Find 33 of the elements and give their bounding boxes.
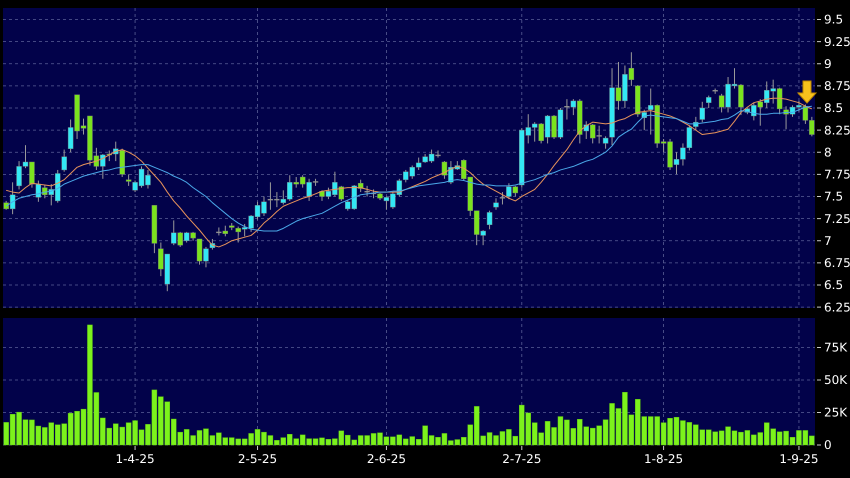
candlestick (364, 185, 370, 197)
candlestick (700, 101, 705, 123)
y-tick-label: 25K (824, 406, 848, 420)
candlestick (61, 149, 67, 172)
candlestick (602, 136, 608, 150)
y-tick-label: 6.5 (824, 278, 844, 292)
x-tick-label: 2-5-25 (238, 452, 278, 466)
y-tick-label: 8.25 (824, 123, 850, 138)
y-tick-label: 7.75 (824, 168, 850, 182)
y-tick-label: 8.75 (824, 79, 850, 94)
y-tick-label: 0 (824, 438, 832, 452)
y-tick-label: 8 (824, 145, 832, 160)
x-tick-label: 2-6-25 (366, 452, 406, 466)
y-tick-label: 9.25 (824, 34, 850, 49)
y-tick-label: 8.5 (824, 101, 844, 116)
candlestick (706, 95, 712, 108)
candlestick (500, 192, 506, 205)
x-tick-label: 1-9-25 (779, 452, 819, 466)
y-tick-label: 9 (824, 56, 832, 71)
y-tick-label: 6.25 (824, 300, 850, 314)
y-tick-label: 7.5 (824, 190, 844, 204)
candlestick (486, 210, 492, 230)
y-tick-label: 50K (824, 373, 848, 388)
x-tick-label: 1-4-25 (115, 452, 155, 466)
x-tick-label: 2-7-25 (502, 452, 542, 466)
y-tick-label: 6.75 (824, 256, 850, 270)
y-tick-label: 7 (824, 234, 832, 248)
candlestick (493, 198, 499, 210)
candlestick (126, 174, 132, 186)
x-tick-label: 1-8-25 (644, 452, 684, 466)
y-tick-label: 75K (824, 340, 848, 355)
y-tick-label: 9.5 (824, 12, 844, 27)
y-tick-label: 7.25 (824, 212, 850, 226)
